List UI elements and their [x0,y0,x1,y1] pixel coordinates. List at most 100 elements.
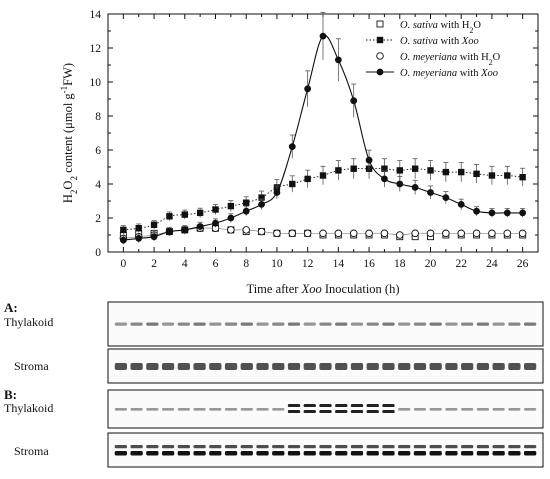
data-point [319,229,327,238]
legend-label: O. meyeriana with Xoo [400,68,498,79]
data-point [135,225,142,232]
data-point [442,194,450,202]
data-point [457,229,465,238]
data-point [304,85,312,93]
band [240,363,253,370]
data-point [350,97,358,105]
data-point [488,209,496,217]
data-point [380,229,389,238]
data-point [289,180,296,188]
data-point [304,175,311,183]
band [193,363,206,370]
series-layer [119,11,527,245]
band-upper [335,404,348,407]
band [508,363,521,370]
band-upper [429,445,442,449]
data-point [166,228,173,236]
band [256,363,269,370]
data-point [427,189,434,196]
band-lower [146,451,159,456]
data-point [273,189,281,196]
x-tick-label: 14 [333,258,345,270]
band-upper [177,445,190,449]
y-tick-label: 4 [95,179,101,191]
x-tick-label: 6 [213,258,219,270]
y-tick-label: 6 [95,145,101,157]
band [319,363,332,370]
data-point [349,229,358,238]
data-point [120,226,127,234]
data-point [442,168,450,176]
band [130,408,143,411]
x-tick-label: 10 [271,258,283,270]
data-point [503,209,511,217]
data-point [258,194,265,201]
band [193,322,206,326]
data-point [427,167,434,174]
y-tick-label: 8 [95,111,101,123]
band [287,363,301,370]
band [287,322,301,326]
band-upper [287,445,301,449]
data-point [242,226,250,234]
band-lower [256,451,269,456]
data-point [288,229,297,238]
band-lower [193,451,206,456]
band-lower [335,451,348,456]
band [476,322,490,326]
band [382,363,395,370]
band [224,408,238,411]
band-lower [272,451,285,456]
axis-ticks [108,13,538,253]
band-lower [508,451,521,456]
x-tick-label: 18 [394,258,406,270]
band [445,408,458,411]
legend-item: O. sativa with Xoo [366,36,479,47]
series-line [123,168,523,231]
band-lower [319,410,332,413]
band-upper [130,445,143,449]
band-upper [319,404,332,407]
band [429,322,442,326]
band [476,363,490,370]
band-upper [382,404,395,407]
band [335,363,348,370]
data-point [519,174,526,181]
band [272,322,285,326]
legend-label: O. sativa with H2O [400,20,481,35]
band-lower [130,451,143,456]
legend-marker [376,36,384,44]
band [224,322,238,326]
data-point [365,156,373,164]
blot-b-stroma [107,432,544,468]
band-lower [476,451,490,456]
band [398,363,411,370]
series-filled-square [120,158,526,235]
data-point [519,209,527,217]
panel-a-stroma-label: Stroma [14,359,49,373]
panel-a-thylakoid-label: Thylakoid [4,315,53,329]
band-lower [492,451,505,456]
data-point [227,226,235,234]
y-tick-label: 10 [90,77,102,89]
data-point [411,229,419,238]
band-lower [319,451,332,456]
band [413,322,427,326]
band-upper [303,445,316,449]
band-upper [240,445,253,449]
band [256,408,269,411]
band [429,408,442,411]
band [350,363,364,370]
western-blots: A: Thylakoid Stroma B: Thylakoid Stroma [4,300,544,468]
legend-marker [376,20,384,28]
data-point [212,206,219,213]
band [177,363,190,370]
band [508,322,521,326]
band [335,322,348,326]
band [476,408,490,411]
band [224,363,238,370]
band-lower [161,451,175,456]
x-tick-label: 22 [455,258,467,270]
band [130,363,143,370]
band [130,322,143,326]
